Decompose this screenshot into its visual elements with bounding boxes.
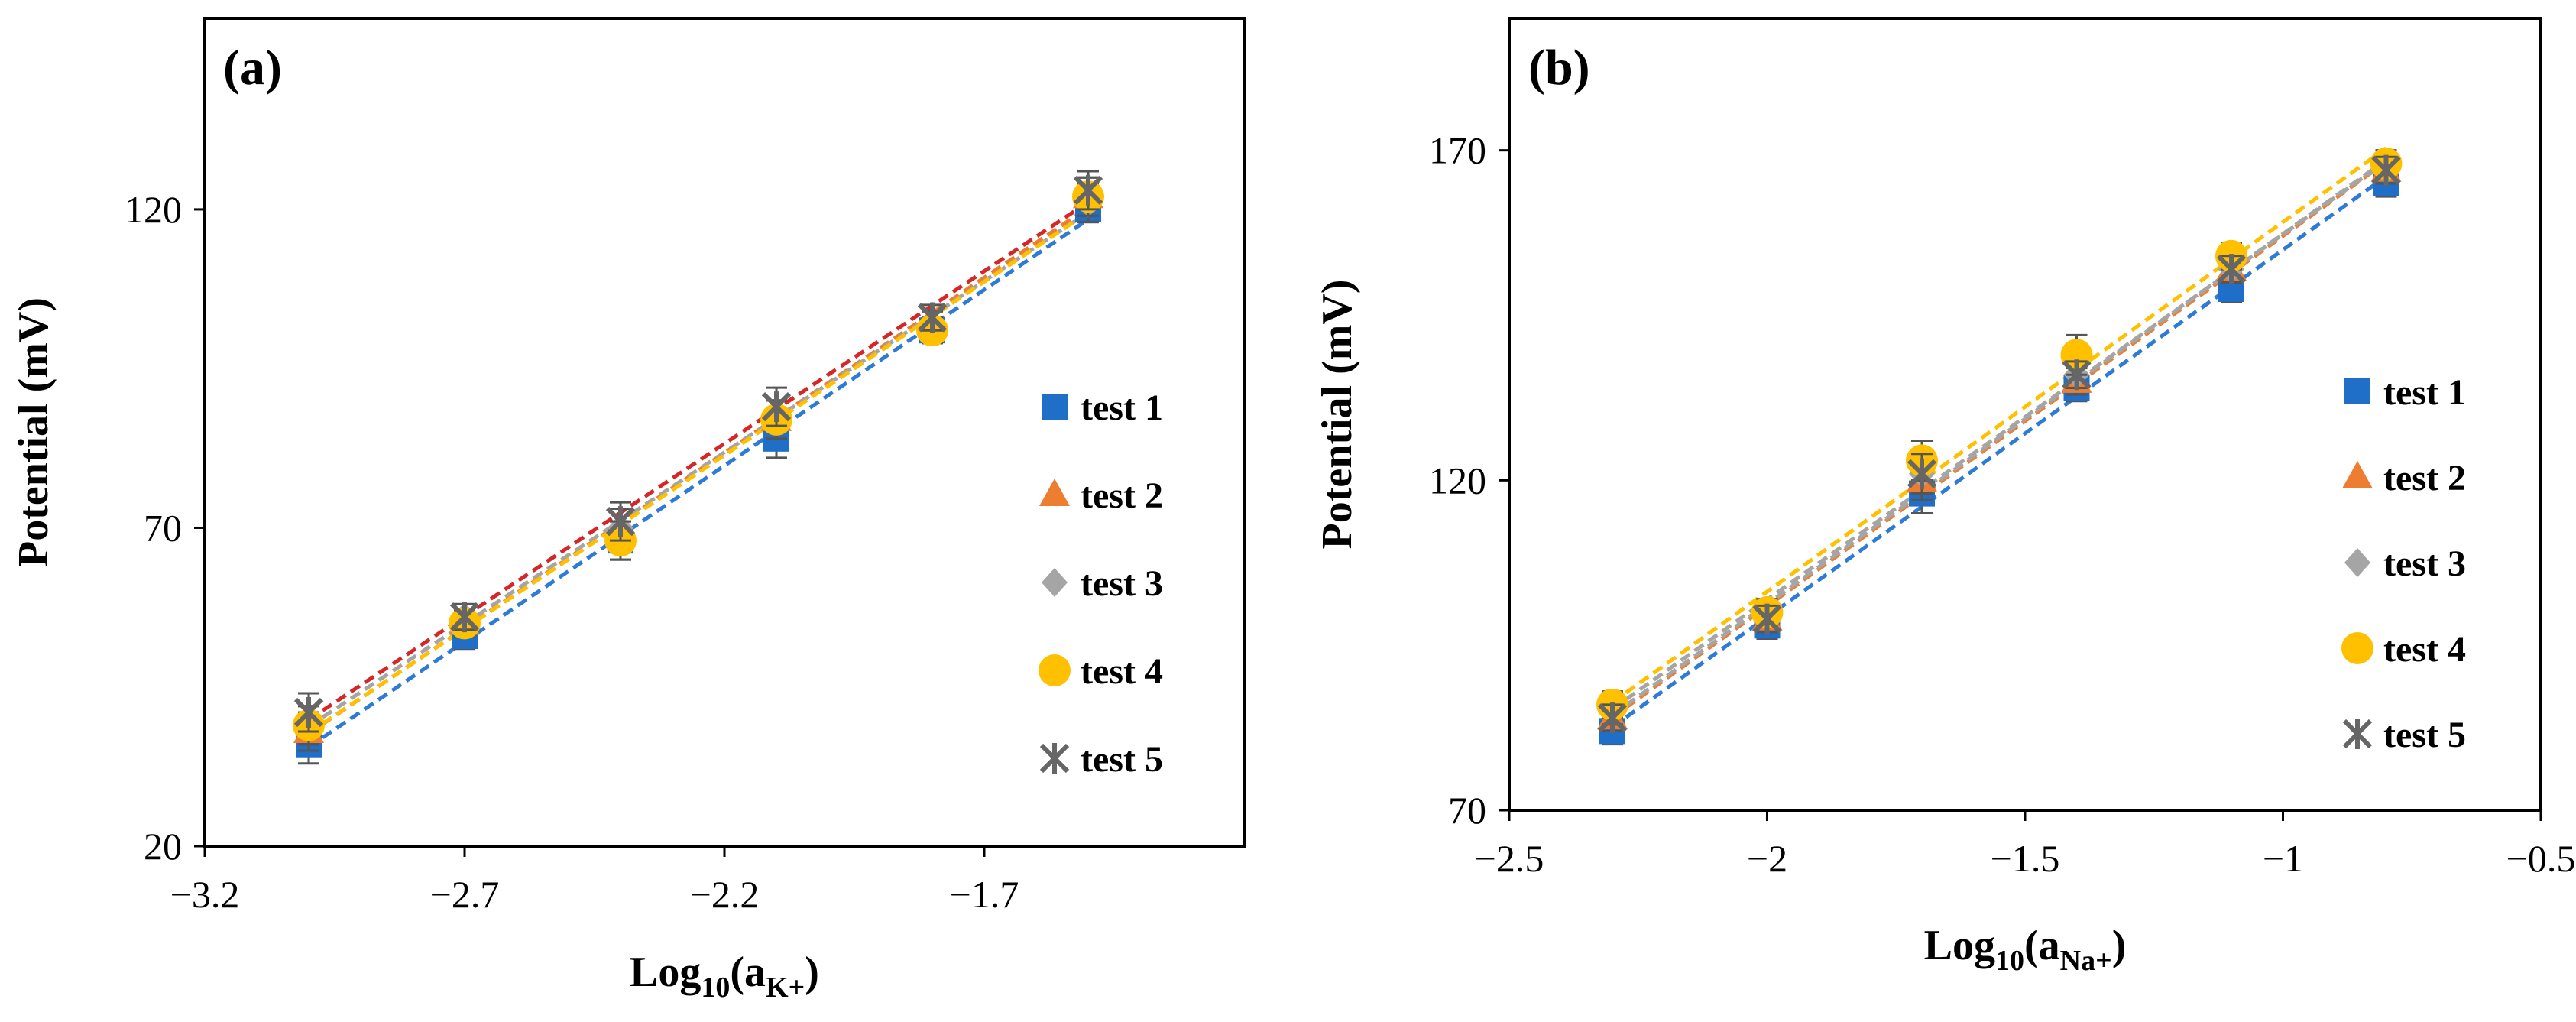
x-axis-title-sub: 10 bbox=[701, 972, 730, 1004]
legend-marker bbox=[2344, 548, 2370, 577]
trendline-test-5 bbox=[307, 200, 1090, 722]
y-tick-label: 70 bbox=[1448, 789, 1486, 832]
x-axis-title-close: ) bbox=[2112, 922, 2127, 969]
y-axis-title: Potential (mV) bbox=[10, 297, 57, 567]
data-point bbox=[1073, 174, 1103, 206]
y-axis-title: Potential (mV) bbox=[1314, 279, 1361, 549]
y-tick-label: 20 bbox=[144, 825, 182, 868]
trendline-test-4 bbox=[1611, 146, 2387, 705]
y-tick-label: 170 bbox=[1429, 129, 1486, 172]
data-point bbox=[2216, 254, 2247, 285]
x-tick-label: −1.5 bbox=[1991, 837, 2060, 880]
x-axis-title-sub: K+ bbox=[766, 972, 805, 1004]
x-tick-label: −2.7 bbox=[430, 873, 500, 916]
plot-area-frame bbox=[1508, 17, 2542, 812]
x-tick-label: −3.2 bbox=[170, 873, 240, 916]
x-axis-title-open: (a bbox=[730, 949, 766, 996]
chart-panel-b: −2.5 −2 −1.5 −1 −0.5 70 120 170 (b) Potential (mV… bbox=[1314, 17, 2576, 977]
trendline-test-5 bbox=[1611, 157, 2387, 717]
legend-label: test 1 bbox=[2383, 372, 2466, 413]
x-axis-title-open: (a bbox=[2024, 922, 2060, 969]
legend-label: test 4 bbox=[1081, 651, 1163, 692]
legend-marker bbox=[2341, 632, 2373, 664]
y-tick-label: 120 bbox=[125, 188, 182, 231]
trendline-test-1 bbox=[1611, 174, 2387, 729]
x-tick-label: −2.2 bbox=[690, 873, 760, 916]
data-point bbox=[2062, 359, 2092, 391]
legend-label: test 1 bbox=[1081, 388, 1163, 428]
x-tick-label: −2 bbox=[1747, 837, 1787, 880]
panel-label: (a) bbox=[223, 40, 282, 96]
legend-label: test 2 bbox=[2383, 458, 2466, 498]
series-test-5 bbox=[1597, 154, 2401, 734]
x-axis-title-base: Log bbox=[630, 949, 701, 996]
legend: test 1 test 2 test 3 test 4 test 5 bbox=[1039, 388, 1163, 780]
x-axis-title-close: ) bbox=[805, 949, 819, 996]
x-tick-label: −2.5 bbox=[1475, 837, 1544, 880]
legend-label: test 3 bbox=[1081, 563, 1163, 604]
series-test-5 bbox=[293, 170, 1103, 733]
x-axis-title: Log10(aK+) bbox=[630, 949, 819, 1004]
x-axis-title-base: Log bbox=[1924, 922, 1995, 969]
series-test-2 bbox=[1597, 154, 2402, 732]
x-tick-label: −1.7 bbox=[950, 873, 1019, 916]
data-point bbox=[917, 302, 948, 333]
data-point bbox=[761, 391, 792, 423]
legend-marker bbox=[2342, 461, 2373, 488]
legend-label: test 3 bbox=[2383, 543, 2466, 584]
legend-marker bbox=[1042, 568, 1068, 597]
y-tick-label: 120 bbox=[1429, 459, 1486, 501]
chart-panel-a: −3.2 −2.7 −2.2 −1.7 20 70 120 (a) Potential (mV)… bbox=[10, 17, 1246, 1004]
series-test-1 bbox=[1599, 169, 2399, 746]
x-tick-label: −1 bbox=[2263, 837, 2303, 880]
data-point bbox=[2060, 339, 2093, 371]
data-point bbox=[605, 506, 636, 537]
legend-marker bbox=[2342, 719, 2373, 749]
x-axis-title-sub: Na+ bbox=[2060, 945, 2112, 977]
legend-marker bbox=[1042, 394, 1068, 420]
legend-marker bbox=[1039, 479, 1070, 506]
legend-label: test 4 bbox=[2383, 629, 2466, 670]
legend-label: test 2 bbox=[1081, 475, 1163, 516]
data-point bbox=[1907, 458, 1937, 489]
legend-marker bbox=[2344, 378, 2370, 404]
panel-label: (b) bbox=[1528, 40, 1590, 96]
data-point bbox=[449, 602, 480, 633]
series-test-3 bbox=[296, 183, 1101, 746]
data-point bbox=[1597, 702, 1628, 734]
data-point bbox=[1752, 603, 1782, 634]
legend-label: test 5 bbox=[1081, 739, 1163, 780]
y-tick-label: 70 bbox=[144, 506, 182, 549]
series-test-2 bbox=[293, 176, 1103, 752]
x-axis-title: Log10(aNa+) bbox=[1924, 922, 2127, 977]
x-tick-label: −0.5 bbox=[2506, 837, 2576, 880]
x-axis-title-sub: 10 bbox=[1995, 945, 2024, 977]
data-point bbox=[2371, 154, 2401, 186]
data-point bbox=[293, 697, 324, 728]
legend-marker bbox=[1039, 654, 1071, 686]
legend-label: test 5 bbox=[2383, 715, 2466, 755]
plot-area-frame bbox=[203, 17, 1246, 848]
legend-marker bbox=[1039, 743, 1070, 774]
legend: test 1 test 2 test 3 test 4 test 5 bbox=[2341, 372, 2466, 755]
trendline-test-4 bbox=[307, 210, 1090, 735]
trendline-test-1 bbox=[307, 217, 1090, 749]
